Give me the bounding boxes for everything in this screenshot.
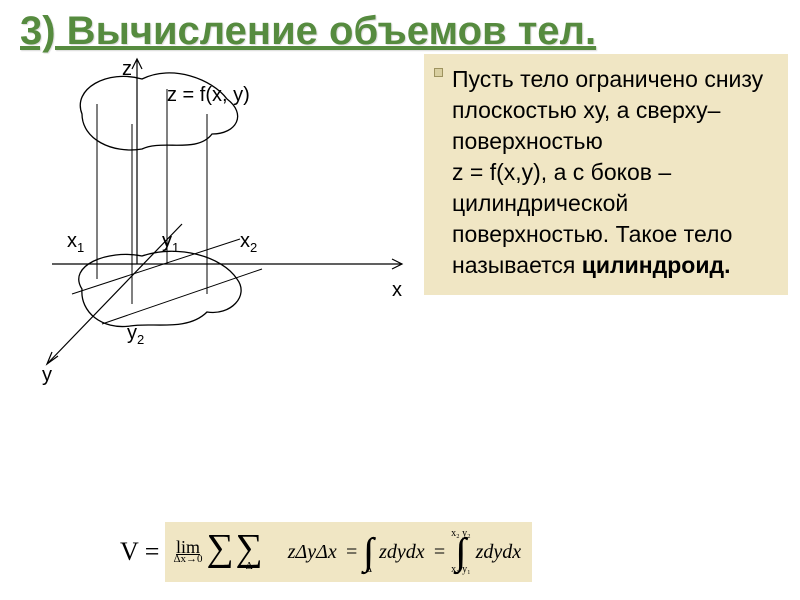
eq-2: = (433, 541, 447, 564)
content-area: z x y z = f(x, y) x1 y1 x2 y2 Пусть тело… (0, 54, 800, 414)
v-equals: V = (120, 537, 159, 567)
y2-label: y2 (127, 322, 144, 347)
description-panel: Пусть тело ограничено снизу плоскостью х… (424, 54, 788, 414)
y-axis-label: y (42, 364, 52, 387)
x2-label: x2 (240, 230, 257, 255)
bullet-icon (434, 68, 443, 77)
volume-formula: V = lim Δx→0 ∑ ∑ Δ zΔyΔx = ∫∫ Δ zdydx = … (120, 522, 532, 582)
formula-box: lim Δx→0 ∑ ∑ Δ zΔyΔx = ∫∫ Δ zdydx = x₂ y… (165, 522, 532, 582)
term-2a: zdydx (379, 541, 425, 564)
eq-1: = (345, 541, 359, 564)
y1-label: y1 (162, 230, 179, 255)
double-int-2: x₂ y₂ ∫∫ x₁ y₁ (451, 530, 471, 574)
sigma-2: ∑ Δ (236, 533, 263, 570)
double-int-1: ∫∫ Δ (363, 530, 374, 574)
z-axis-label: z (122, 58, 132, 81)
sigma-1: ∑ (207, 533, 234, 570)
x1-label: x1 (67, 230, 84, 255)
term-1: zΔyΔx (288, 541, 337, 564)
description-text: Пусть тело ограничено снизу плоскостью х… (452, 64, 774, 281)
limit: lim Δx→0 (173, 539, 202, 565)
diagram-panel: z x y z = f(x, y) x1 y1 x2 y2 (12, 54, 412, 414)
term-2b: zdydx (476, 541, 522, 564)
x-axis-label: x (392, 279, 402, 302)
description-box: Пусть тело ограничено снизу плоскостью х… (424, 54, 788, 295)
surface-label: z = f(x, y) (167, 84, 250, 107)
